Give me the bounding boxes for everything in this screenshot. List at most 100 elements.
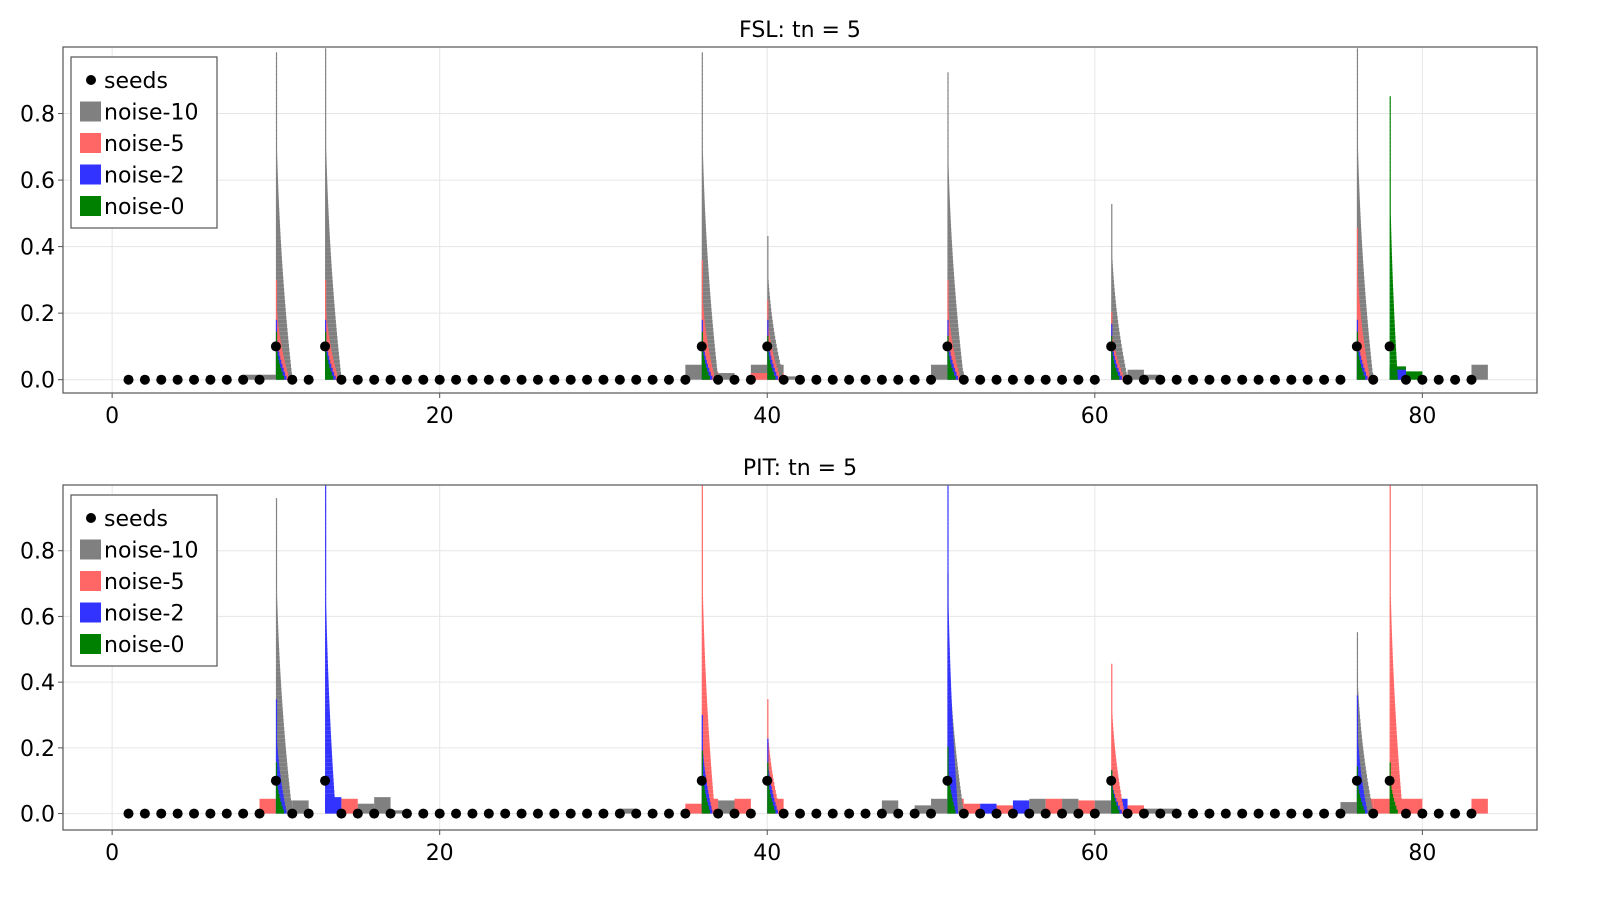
peak-bin-noise-2 [325, 509, 327, 514]
peak-bin-noise-10 [947, 80, 949, 85]
peak-bin-noise-10 [1356, 675, 1359, 680]
peak-bin-noise-5 [1389, 533, 1391, 538]
seed-point [795, 808, 805, 819]
seed-point [811, 808, 822, 819]
peak-bin-noise-2 [947, 750, 955, 755]
peak-bin-noise-10 [947, 271, 954, 276]
peak-bin-noise-10 [325, 68, 327, 73]
peak-bin-noise-5 [701, 577, 703, 581]
seed-point [844, 808, 855, 819]
peak-bin-noise-10 [275, 746, 286, 751]
peak-bin-noise-0 [1356, 363, 1362, 368]
peak-bin-noise-5 [1389, 616, 1392, 621]
peak-bin-noise-10 [325, 283, 334, 288]
peak-bin-noise-2 [325, 695, 330, 700]
peak-bin-noise-5 [1389, 691, 1395, 696]
chart-title: PIT: tn = 5 [743, 456, 857, 481]
peak-bin-noise-2 [325, 636, 328, 641]
peak-bin-noise-0 [767, 770, 769, 775]
peak-bin-noise-2 [275, 746, 278, 751]
peak-bin-noise-2 [767, 331, 769, 336]
peak-bin-noise-10 [275, 608, 278, 613]
peak-bin-noise-0 [1389, 355, 1397, 360]
peak-bin-noise-2 [767, 738, 769, 743]
legend-marker-seeds [86, 75, 96, 85]
peak-bin-noise-5 [1389, 782, 1401, 786]
peak-bin-noise-10 [275, 212, 280, 217]
peak-bin-noise-10 [1111, 303, 1117, 308]
seed-point [500, 374, 511, 385]
peak-bin-noise-0 [275, 762, 278, 767]
peak-bin-noise-0 [1389, 793, 1394, 798]
seed-point [876, 808, 887, 819]
peak-bin-noise-10 [275, 56, 278, 61]
peak-bin-noise-5 [767, 750, 770, 755]
peak-bin-noise-10 [1356, 124, 1359, 129]
peak-bin-noise-0 [1389, 319, 1395, 324]
peak-bin-noise-10 [275, 323, 288, 328]
peak-bin-noise-10 [767, 283, 769, 288]
peak-bin-noise-0 [1389, 176, 1391, 181]
peak-bin-noise-10 [275, 311, 287, 316]
peak-bin-noise-10 [275, 509, 278, 514]
peak-bin-noise-10 [947, 220, 951, 224]
seed-point [287, 374, 298, 385]
peak-bin-noise-10 [947, 212, 951, 217]
peak-bin-noise-10 [1356, 132, 1359, 137]
peak-bin-noise-5 [1389, 722, 1397, 727]
peak-bin-noise-10 [1356, 655, 1359, 660]
peak-bin-noise-2 [947, 561, 949, 566]
peak-bin-noise-10 [325, 112, 327, 117]
peak-bin-noise-5 [1111, 746, 1116, 751]
peak-bin-noise-10 [1356, 100, 1359, 105]
peak-bin-noise-2 [325, 715, 331, 719]
peak-bin-noise-2 [947, 738, 954, 743]
peak-bin-noise-10 [701, 84, 703, 89]
peak-bin-noise-5 [947, 287, 949, 292]
peak-bin-noise-2 [701, 722, 703, 727]
peak-bin-noise-2 [275, 703, 278, 708]
peak-bin-noise-2 [325, 703, 330, 708]
peak-bin-noise-5 [1389, 592, 1391, 597]
peak-bin-noise-5 [767, 762, 772, 767]
peak-bin-noise-5 [701, 636, 705, 641]
peak-bin-noise-2 [325, 754, 333, 759]
peak-bin-noise-10 [701, 216, 706, 220]
peak-bin-noise-0 [701, 793, 707, 798]
peak-bin-noise-10 [701, 287, 710, 292]
peak-bin-noise-10 [325, 180, 328, 185]
peak-bin-noise-10 [275, 513, 278, 518]
peak-bin-noise-0 [1356, 793, 1361, 798]
floor-bar-noise-10 [243, 374, 260, 380]
peak-bin-noise-5 [767, 707, 769, 712]
peak-bin-noise-10 [701, 52, 703, 57]
peak-bin-noise-10 [275, 573, 278, 577]
peak-bin-noise-10 [1111, 327, 1120, 332]
floor-bar-noise-10 [718, 373, 735, 380]
peak-bin-noise-5 [701, 287, 703, 292]
peak-bin-noise-5 [1356, 275, 1359, 280]
seed-point [942, 341, 953, 352]
peak-bin-noise-10 [1356, 726, 1362, 731]
seed-point [1466, 374, 1477, 385]
peak-bin-noise-10 [275, 327, 288, 332]
peak-bin-noise-10 [325, 108, 327, 113]
peak-bin-noise-0 [947, 801, 954, 806]
peak-bin-noise-10 [701, 255, 708, 260]
peak-bin-noise-5 [1111, 730, 1114, 735]
peak-bin-noise-0 [1111, 363, 1116, 368]
peak-bin-noise-10 [275, 628, 279, 633]
peak-bin-noise-0 [947, 805, 955, 810]
seed-point [254, 808, 265, 819]
peak-bin-noise-10 [767, 311, 772, 316]
peak-bin-noise-5 [701, 498, 703, 503]
peak-bin-noise-2 [767, 746, 769, 751]
peak-bin-noise-0 [1389, 287, 1394, 292]
peak-bin-noise-2 [325, 319, 327, 324]
peak-bin-noise-2 [275, 699, 278, 704]
peak-bin-noise-10 [947, 148, 949, 153]
seed-point [139, 374, 150, 385]
seed-point [369, 374, 380, 385]
peak-bin-noise-10 [275, 188, 279, 193]
